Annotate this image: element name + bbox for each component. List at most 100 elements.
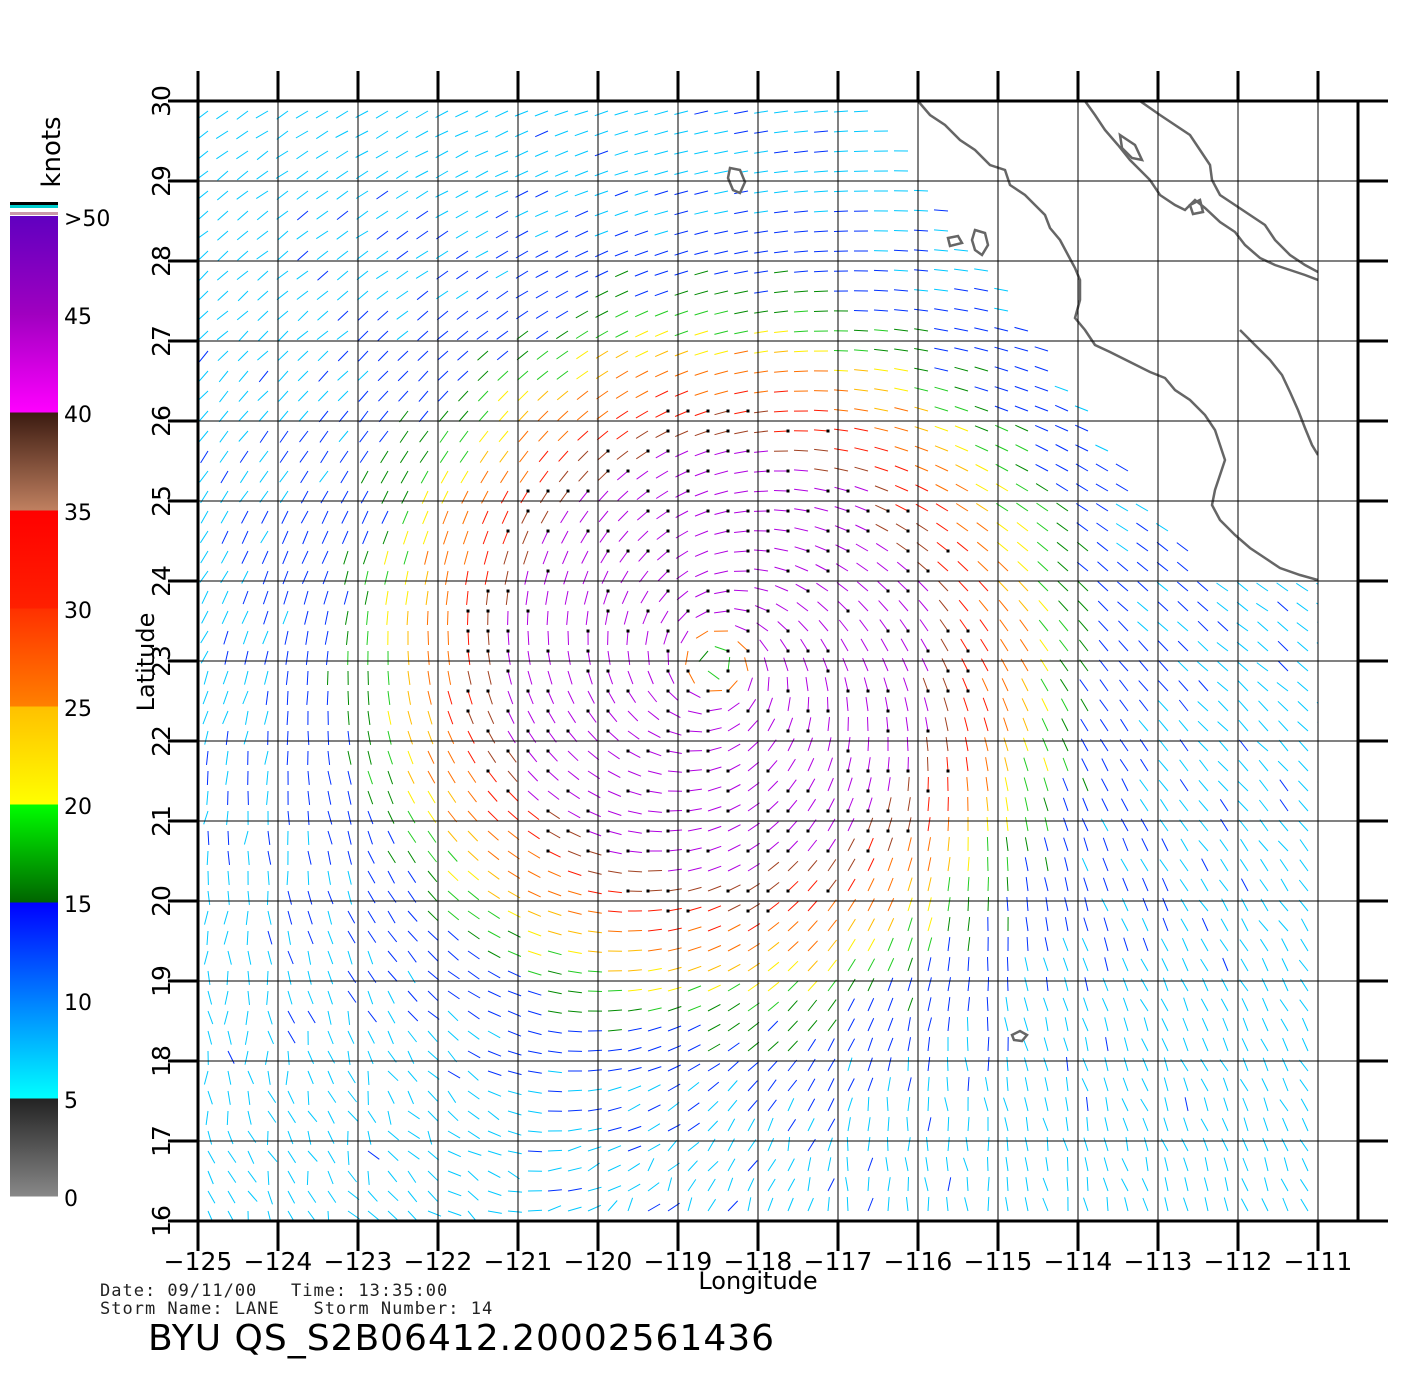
wind-vector (1301, 1017, 1309, 1032)
rain-flag (786, 649, 790, 653)
wind-vector (238, 410, 249, 422)
wind-vector (914, 445, 929, 452)
wind-vector (607, 1200, 618, 1212)
wind-vector (527, 750, 538, 763)
wind-vector (887, 757, 890, 772)
wind-vector (1298, 740, 1309, 752)
wind-vector (1138, 659, 1149, 672)
wind-vector (787, 1119, 797, 1132)
rain-flag (846, 769, 850, 773)
wind-vector (267, 1070, 271, 1085)
wind-vector (987, 1056, 990, 1072)
wind-vector (507, 790, 519, 802)
wind-vector (587, 970, 603, 973)
wind-vector (627, 1162, 641, 1172)
wind-vector (847, 797, 854, 812)
wind-vector (1018, 580, 1029, 592)
wind-vector (997, 580, 1009, 592)
wind-vector (747, 699, 757, 712)
wind-vector (627, 1197, 634, 1212)
wind-vector (767, 760, 778, 772)
wind-vector (814, 468, 829, 472)
wind-vector (396, 290, 409, 300)
wind-vector (287, 950, 294, 965)
wind-vector (967, 917, 971, 932)
rain-flag (706, 849, 710, 853)
wind-vector (975, 483, 989, 492)
rain-flag (826, 429, 830, 433)
wind-vector (494, 170, 509, 178)
wind-vector (687, 730, 703, 733)
wind-vector (507, 630, 510, 646)
rain-flag (766, 549, 770, 553)
wind-vector (1322, 979, 1328, 992)
wind-vector (754, 190, 769, 194)
wind-vector (754, 370, 769, 374)
wind-vector (1065, 1117, 1069, 1132)
wind-vector (674, 170, 689, 175)
wind-vector (942, 677, 949, 692)
wind-vector (327, 1210, 330, 1221)
wind-vector (807, 980, 818, 992)
wind-vector (927, 1017, 932, 1032)
rain-flag (646, 489, 650, 493)
wind-vector (1097, 581, 1109, 592)
wind-vector (416, 210, 429, 220)
wind-vector (1238, 760, 1249, 772)
wind-vector (687, 1141, 700, 1152)
rain-flag (746, 509, 750, 513)
wind-vector (587, 1049, 603, 1052)
wind-vector (467, 750, 476, 764)
wind-vector (927, 1076, 930, 1092)
wind-vector (807, 1038, 817, 1052)
wind-vector (1161, 958, 1169, 972)
wind-vector (587, 650, 591, 665)
wind-vector (287, 1210, 295, 1221)
wind-vector (915, 484, 929, 492)
wind-vector (1319, 741, 1328, 752)
wind-vector (694, 190, 709, 195)
wind-vector (638, 550, 649, 562)
wind-vector (386, 610, 389, 625)
colorbar-band (10, 412, 58, 511)
wind-vector (206, 930, 209, 946)
wind-vector (415, 270, 429, 279)
rain-flag (546, 569, 550, 573)
wind-vector (614, 210, 629, 217)
wind-vector (694, 490, 709, 497)
wind-vector (564, 590, 569, 605)
wind-vector (1197, 701, 1209, 712)
wind-vector (827, 959, 837, 972)
wind-vector (426, 610, 429, 626)
wind-vector (307, 950, 312, 965)
wind-vector (1064, 877, 1069, 892)
wind-vector (407, 1090, 414, 1105)
wind-vector (627, 650, 631, 665)
wind-vector (1164, 1097, 1169, 1112)
wind-vector (1074, 424, 1089, 432)
wind-vector (983, 1097, 989, 1112)
wind-vector (834, 525, 849, 532)
wind-vector (654, 130, 669, 136)
wind-vector (807, 1157, 812, 1172)
wind-vector (367, 870, 376, 884)
wind-vector (999, 619, 1009, 632)
rain-flag (766, 769, 770, 773)
wind-vector (813, 409, 829, 412)
wind-vector (987, 956, 989, 972)
wind-vector (1025, 1177, 1029, 1192)
wind-vector (567, 830, 581, 838)
wind-vector (1081, 818, 1089, 832)
rain-flag (486, 609, 490, 613)
wind-vector (687, 690, 701, 699)
rain-flag (946, 669, 950, 673)
wind-vector (1161, 1038, 1169, 1052)
wind-vector (677, 610, 689, 622)
wind-vector (847, 958, 856, 972)
wind-vector (1082, 1017, 1089, 1032)
wind-vector (227, 1070, 232, 1085)
wind-vector (887, 837, 893, 852)
wind-vector (1178, 719, 1189, 732)
wind-vector (527, 1010, 542, 1016)
wind-vector (285, 650, 289, 665)
